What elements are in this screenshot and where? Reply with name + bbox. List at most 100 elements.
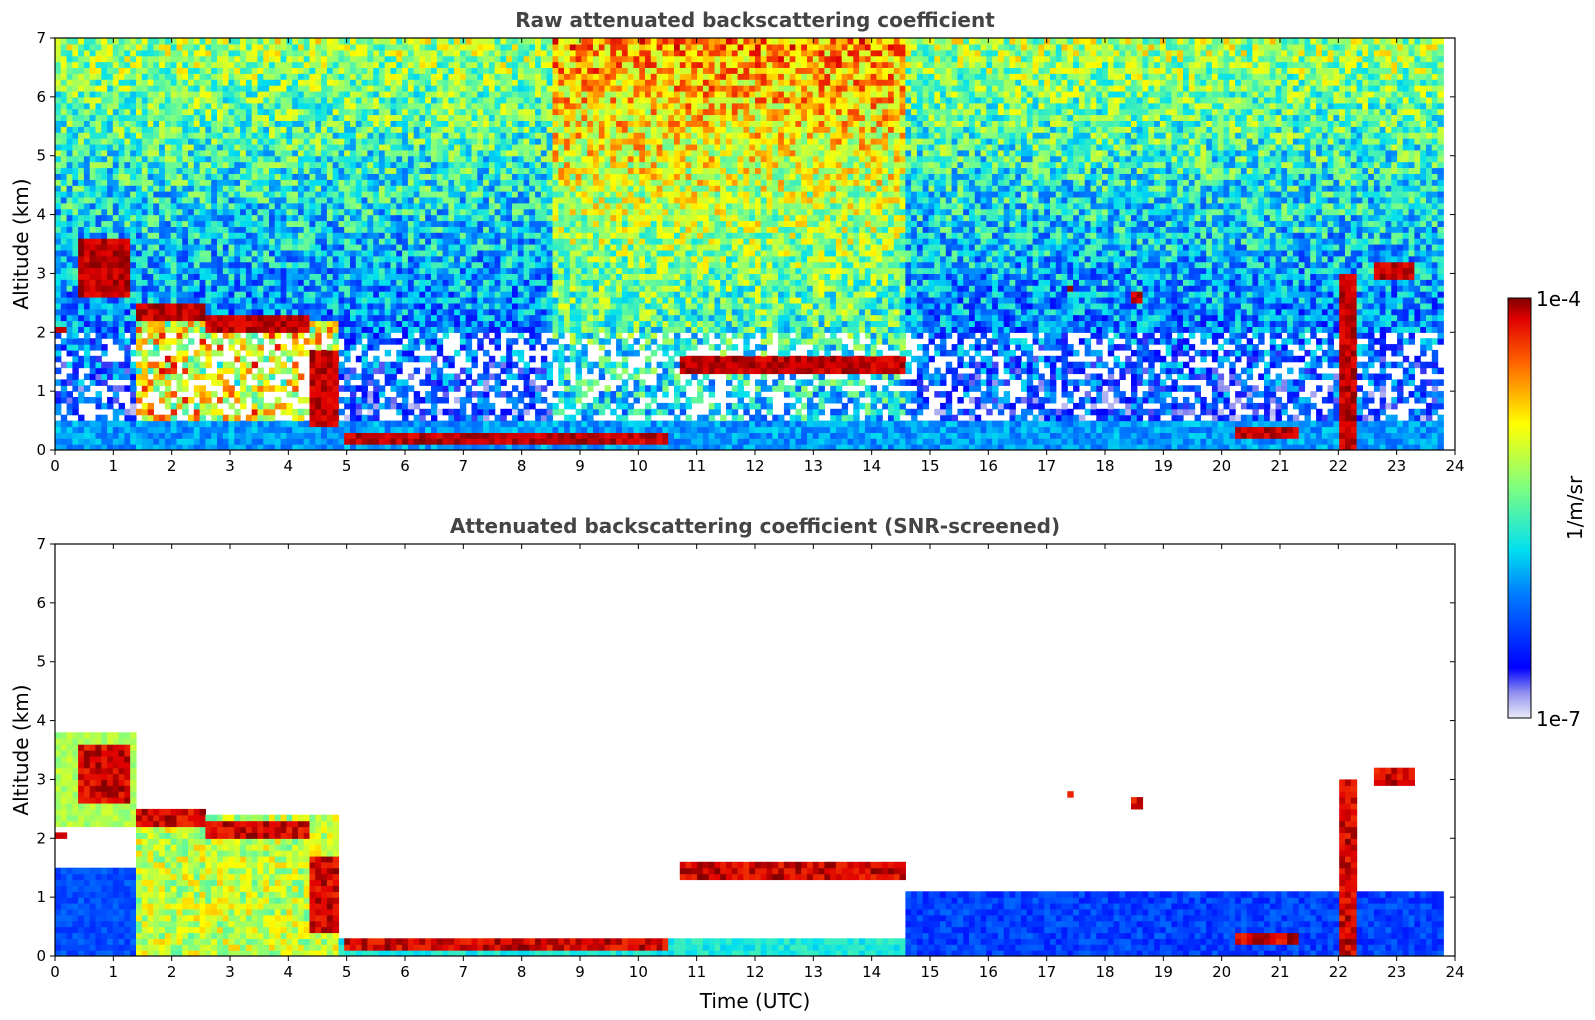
heatmap-cell (159, 302, 166, 310)
heatmap-cell (413, 238, 421, 245)
heatmap-cell (205, 297, 212, 304)
heatmap-cell (118, 143, 125, 151)
heatmap-cell (257, 320, 264, 327)
heatmap-cell (326, 232, 334, 239)
heatmap-cell (78, 61, 85, 68)
heatmap-cell (153, 67, 160, 74)
heatmap-cell (321, 414, 328, 422)
heatmap-cell (136, 367, 143, 375)
heatmap-cell (292, 320, 299, 327)
heatmap-cell (280, 155, 287, 163)
heatmap-cell (471, 297, 478, 304)
heatmap-cell (448, 232, 455, 239)
heatmap-cell (228, 167, 235, 174)
heatmap-cell (286, 261, 293, 269)
heatmap-cell (280, 85, 287, 92)
heatmap-cell (130, 391, 137, 398)
heatmap-cell (263, 126, 270, 133)
heatmap-cell (107, 96, 114, 104)
heatmap-cell (494, 414, 501, 422)
heatmap-cell (193, 161, 201, 169)
heatmap-cell (326, 285, 334, 292)
heatmap-cell (107, 61, 114, 68)
heatmap-cell (66, 391, 73, 398)
heatmap-cell (483, 361, 490, 369)
heatmap-cell (384, 244, 392, 251)
heatmap-cell (477, 208, 484, 216)
heatmap-cell (251, 297, 259, 304)
heatmap-cell (390, 314, 397, 322)
heatmap-cell (321, 85, 328, 92)
heatmap-cell (257, 102, 264, 110)
heatmap-cell (240, 67, 247, 74)
heatmap-cell (280, 426, 287, 433)
heatmap-cell (222, 179, 230, 186)
heatmap-cell (141, 238, 149, 245)
heatmap-cell (355, 414, 363, 422)
heatmap-cell (384, 338, 392, 345)
heatmap-cell (188, 308, 195, 316)
heatmap-cell (188, 355, 195, 363)
heatmap-cell (164, 444, 172, 450)
heatmap-cell (384, 373, 392, 380)
heatmap-cell (425, 108, 432, 116)
heatmap-cell (205, 279, 212, 286)
heatmap-cell (257, 214, 264, 222)
heatmap-cell (89, 355, 97, 363)
heatmap-cell (355, 302, 363, 310)
heatmap-cell (425, 102, 432, 110)
heatmap-cell (263, 196, 270, 204)
heatmap-cell (454, 214, 461, 222)
heatmap-cell (55, 344, 62, 351)
heatmap-cell (332, 232, 340, 239)
heatmap-cell (280, 138, 287, 145)
heatmap-cell (292, 61, 299, 68)
heatmap-cell (95, 149, 102, 157)
heatmap-cell (454, 232, 461, 239)
heatmap-cell (465, 132, 473, 139)
heatmap-cell (286, 167, 293, 174)
heatmap-cell (130, 332, 137, 339)
heatmap-cell (199, 367, 206, 375)
heatmap-cell (419, 67, 426, 74)
heatmap-cell (251, 108, 259, 116)
heatmap-cell (338, 191, 345, 198)
heatmap-cell (205, 438, 212, 445)
heatmap-cell (361, 361, 368, 369)
heatmap-cell (303, 85, 311, 92)
heatmap-cell (263, 155, 270, 163)
heatmap-cell (326, 132, 334, 139)
heatmap-cell (89, 279, 97, 286)
heatmap-cell (118, 238, 125, 245)
heatmap-cell (222, 238, 230, 245)
heatmap-cell (124, 179, 131, 186)
heatmap-cell (425, 155, 432, 163)
heatmap-cell (263, 285, 270, 292)
heatmap-cell (60, 55, 68, 63)
heatmap-cell (344, 220, 351, 227)
heatmap-cell (141, 161, 149, 169)
heatmap-cell (431, 79, 438, 86)
heatmap-cell (141, 420, 149, 428)
heatmap-cell (298, 143, 305, 151)
heatmap-cell (234, 379, 241, 386)
heatmap-cell (78, 85, 85, 92)
heatmap-cell (494, 155, 501, 163)
heatmap-cell (251, 308, 259, 316)
heatmap-cell (367, 338, 374, 345)
heatmap-cell (95, 361, 102, 369)
heatmap-cell (286, 96, 293, 104)
heatmap-cell (159, 244, 166, 251)
heatmap-cell (112, 173, 120, 180)
heatmap-cell (107, 220, 114, 227)
heatmap-cell (465, 220, 473, 227)
heatmap-cell (471, 214, 478, 222)
heatmap-cell (355, 185, 363, 192)
heatmap-cell (124, 361, 131, 369)
heatmap-cell (402, 108, 409, 116)
heatmap-cell (407, 267, 415, 274)
heatmap-cell (205, 126, 212, 133)
heatmap-cell (419, 267, 426, 274)
heatmap-cell (494, 302, 501, 310)
heatmap-cell (234, 320, 241, 327)
